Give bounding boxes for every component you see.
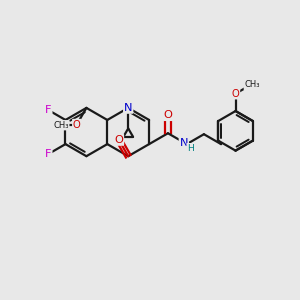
Text: N: N [124, 103, 133, 113]
Text: O: O [232, 88, 239, 99]
Text: O: O [73, 120, 81, 130]
Text: O: O [164, 110, 172, 120]
Text: F: F [45, 105, 52, 115]
Text: CH₃: CH₃ [53, 121, 69, 130]
Text: F: F [45, 149, 52, 159]
Text: H: H [187, 144, 194, 153]
Text: O: O [114, 135, 123, 145]
Text: N: N [180, 138, 188, 148]
Text: CH₃: CH₃ [244, 80, 260, 89]
